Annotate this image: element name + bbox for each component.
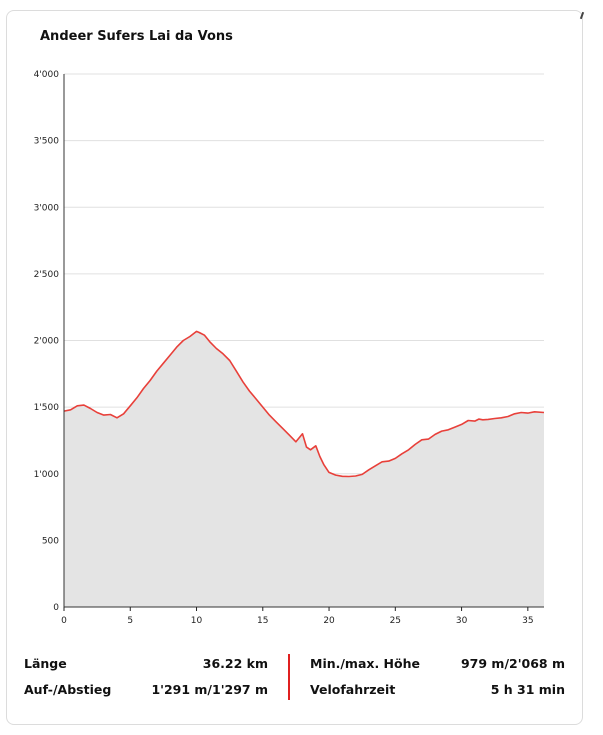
y-tick-label-8: 4'000 <box>34 70 60 80</box>
elevation-area <box>64 331 544 607</box>
x-tick-label-2: 10 <box>191 616 203 626</box>
x-axis-ticks: 0 5 10 15 20 25 30 35 <box>61 607 534 626</box>
stats-separator <box>288 654 290 700</box>
x-tick-label-5: 25 <box>390 616 401 626</box>
minmax-label: Min./max. Höhe <box>310 656 420 671</box>
y-tick-label-7: 3'500 <box>34 137 60 147</box>
length-label: Länge <box>24 656 67 671</box>
grid-lines <box>64 73 544 541</box>
ascent-label: Auf-/Abstieg <box>24 682 112 697</box>
y-tick-label-2: 1'000 <box>34 470 60 480</box>
length-value: 36.22 km <box>202 656 268 671</box>
x-tick-label-4: 20 <box>323 616 335 626</box>
minmax-value: 979 m/2'068 m <box>460 656 565 671</box>
x-tick-label-1: 5 <box>127 616 133 626</box>
y-tick-label-5: 2'500 <box>34 270 60 280</box>
elevation-line <box>63 330 545 478</box>
x-tick-label-7: 35 <box>522 616 533 626</box>
y-tick-label-3: 1'500 <box>34 403 60 413</box>
y-tick-label-6: 3'000 <box>34 203 60 213</box>
time-label: Velofahrzeit <box>310 682 396 697</box>
x-tick-label-6: 30 <box>456 616 468 626</box>
y-tick-label-4: 2'000 <box>34 337 60 347</box>
axes <box>63 74 544 608</box>
ascent-value: 1'291 m/1'297 m <box>151 682 268 697</box>
y-tick-label-1: 500 <box>42 536 59 546</box>
y-tick-label-0: 0 <box>53 603 59 613</box>
time-value: 5 h 31 min <box>490 682 565 697</box>
y-axis-ticks: 0 500 1'000 1'500 2'000 2'500 3'000 3'500 4'000 <box>34 70 60 613</box>
chart-title: Andeer Sufers Lai da Vons <box>40 29 233 44</box>
x-tick-label-0: 0 <box>61 616 67 626</box>
x-tick-label-3: 15 <box>257 616 268 626</box>
